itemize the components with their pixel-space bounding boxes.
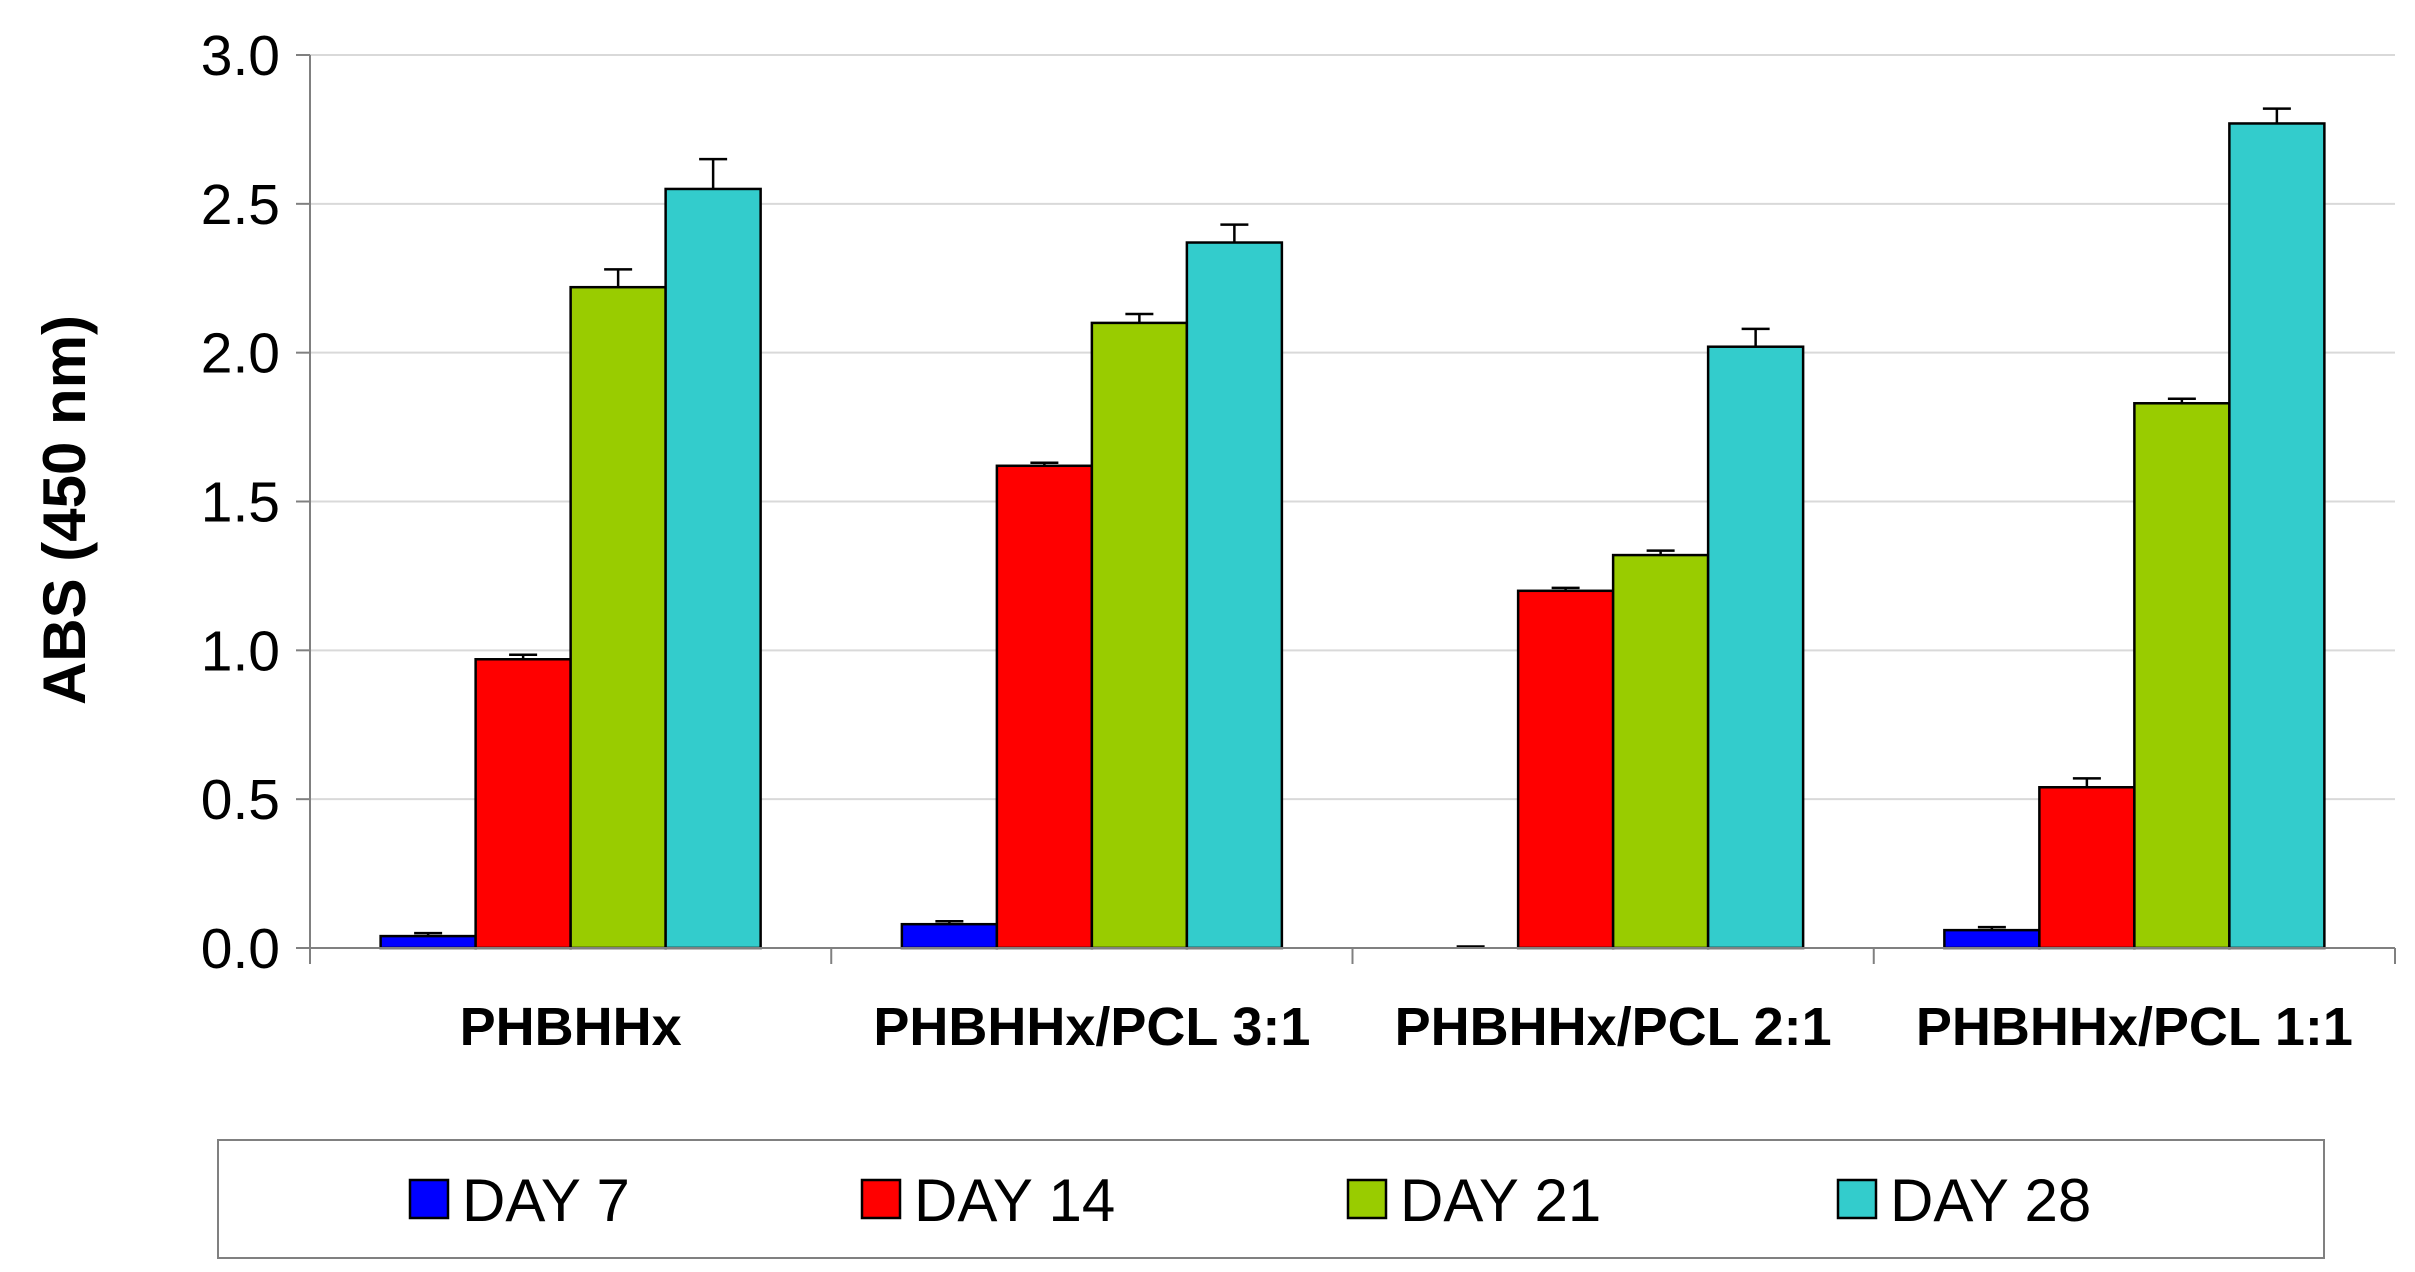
bar (2228, 122, 2326, 950)
legend-label: DAY 21 (1400, 1167, 1601, 1234)
bar (474, 658, 572, 950)
y-tick-label: 2.0 (201, 322, 280, 386)
x-category-label: PHBHHx (460, 997, 682, 1057)
legend-label: DAY 7 (462, 1167, 630, 1234)
axes (296, 54, 2396, 964)
x-category-label: PHBHHx/PCL 2:1 (1395, 997, 1832, 1057)
x-category-label: PHBHHx/PCL 3:1 (873, 997, 1310, 1057)
y-tick-label: 1.5 (201, 471, 280, 535)
bar (1090, 321, 1189, 950)
x-category-label: PHBHHx/PCL 1:1 (1916, 997, 2353, 1057)
legend-label: DAY 28 (1890, 1167, 2091, 1234)
bar (995, 464, 1094, 950)
legend-label: DAY 14 (914, 1167, 1115, 1234)
bar (900, 922, 999, 950)
bar (1706, 345, 1805, 950)
bar (569, 285, 667, 950)
bar (379, 934, 477, 950)
legend-swatch (1346, 1178, 1388, 1220)
y-tick-labels: 0.0 0.5 1.0 1.5 2.0 2.5 3.0 (201, 24, 280, 981)
bar (1943, 928, 2041, 950)
bar (664, 187, 762, 950)
bar (1516, 589, 1615, 950)
y-tick-label: 2.5 (201, 173, 280, 237)
legend-swatch (1836, 1178, 1878, 1220)
y-tick-label: 3.0 (201, 24, 280, 88)
bar (2038, 786, 2136, 950)
legend-box (217, 1139, 2325, 1259)
y-tick-label: 0.0 (201, 917, 280, 981)
y-tick-label: 0.5 (201, 768, 280, 832)
legend-swatch (860, 1178, 902, 1220)
y-tick-label: 1.0 (201, 619, 280, 683)
bar (2133, 402, 2231, 950)
bar (1185, 241, 1284, 950)
bar (1611, 553, 1710, 950)
legend: DAY 7 DAY 14 DAY 21 DAY 28 (217, 1139, 2325, 1259)
x-category-labels: PHBHHx PHBHHx/PCL 3:1 PHBHHx/PCL 2:1 PHBHHx… (460, 997, 2353, 1057)
y-axis-title: ABS (450 nm) (31, 315, 98, 705)
legend-swatch (408, 1178, 450, 1220)
bars-group (379, 107, 2326, 950)
